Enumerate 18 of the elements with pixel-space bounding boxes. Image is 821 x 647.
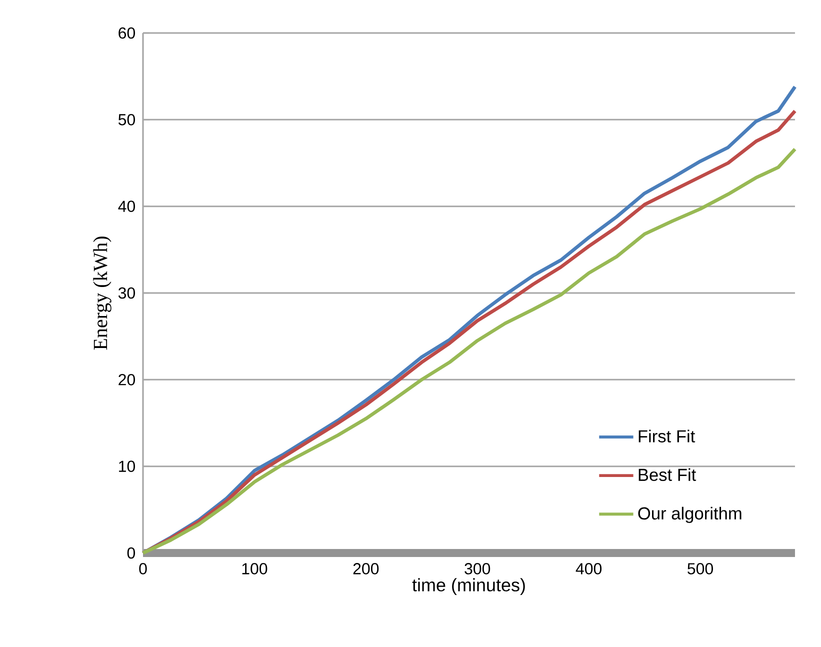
x-axis-title: time (minutes) <box>412 578 525 595</box>
legend-label: Best Fit <box>638 468 696 482</box>
x-tick-label: 500 <box>688 563 713 574</box>
x-tick-label: 0 <box>139 563 147 574</box>
y-tick-label: 0 <box>127 547 136 559</box>
y-tick-label: 50 <box>118 114 136 126</box>
y-tick-label: 10 <box>119 460 136 472</box>
y-tick-label: 40 <box>118 200 136 212</box>
legend-label: First Fit <box>638 430 696 442</box>
x-tick-label: 300 <box>464 563 490 574</box>
y-tick-label: 60 <box>118 27 136 39</box>
x-tick-label: 400 <box>576 563 602 574</box>
y-axis-title: Energy (kWh) <box>93 236 112 350</box>
x-tick-label: 100 <box>242 563 268 574</box>
y-tick-label: 30 <box>118 287 136 299</box>
y-tick-label: 20 <box>118 374 136 386</box>
legend-label: Our algorithm <box>638 506 742 523</box>
x-tick-label: 200 <box>353 563 379 574</box>
